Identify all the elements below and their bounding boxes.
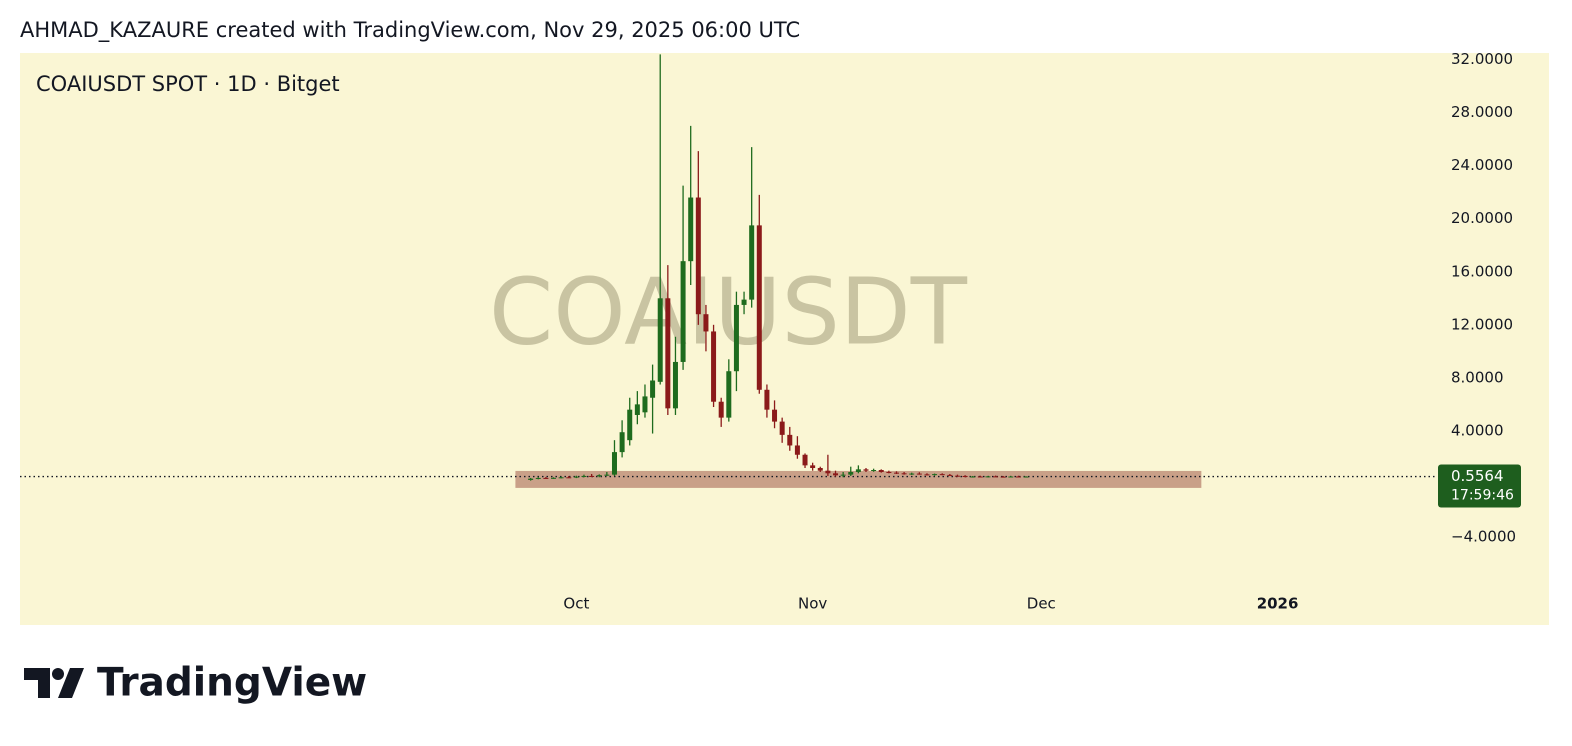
candle-body xyxy=(741,299,747,305)
candle-body xyxy=(642,396,648,413)
candle-body xyxy=(695,197,701,315)
y-tick-label: 4.0000 xyxy=(1451,421,1504,439)
candle-body xyxy=(611,452,617,475)
candle-body xyxy=(634,404,640,415)
candle-body xyxy=(581,475,587,477)
candle-body xyxy=(733,304,739,372)
candle-body xyxy=(726,371,732,418)
candle-body xyxy=(901,473,907,475)
candle-body xyxy=(924,474,930,476)
y-tick-label: 8.0000 xyxy=(1451,368,1504,386)
candle-body xyxy=(680,261,686,362)
candle-body xyxy=(886,471,892,473)
support-zone xyxy=(515,470,1202,488)
y-tick-label: 12.0000 xyxy=(1451,315,1513,333)
attribution: AHMAD_KAZAURE created with TradingView.c… xyxy=(20,18,800,43)
candle-body xyxy=(962,475,968,478)
candle-body xyxy=(848,471,854,475)
candle-body xyxy=(718,401,724,418)
candle-body xyxy=(802,454,808,466)
candle-body xyxy=(1015,476,1021,478)
candle-body xyxy=(863,469,869,471)
candle-body xyxy=(672,361,678,409)
logo-dot xyxy=(52,668,64,680)
candle-body xyxy=(627,409,633,441)
candle-body xyxy=(665,298,671,409)
candle-body xyxy=(1023,476,1029,478)
brand-logo xyxy=(24,668,84,698)
candle-body xyxy=(840,474,846,476)
candle-body xyxy=(1008,476,1014,478)
x-tick-label: Dec xyxy=(1027,595,1056,613)
candle-body xyxy=(619,432,625,453)
candle-body xyxy=(939,474,945,476)
x-tick-label: Oct xyxy=(563,595,589,613)
logo-t xyxy=(24,668,50,698)
candle-body xyxy=(909,473,915,475)
candle-body xyxy=(596,475,602,477)
candle-body xyxy=(573,476,579,478)
y-tick-label: −4.0000 xyxy=(1451,527,1516,545)
candle-body xyxy=(703,314,709,332)
candle-body xyxy=(954,475,960,477)
candle-body xyxy=(787,434,793,446)
candle-body xyxy=(855,469,861,472)
candle-body xyxy=(947,474,953,476)
candle-body xyxy=(551,477,557,479)
candle-body xyxy=(970,476,976,478)
y-tick-label: 16.0000 xyxy=(1451,262,1513,280)
candle-body xyxy=(794,445,800,455)
candle-body xyxy=(688,197,694,262)
y-tick-label: 20.0000 xyxy=(1451,209,1513,227)
candle-body xyxy=(932,474,938,476)
candle-body xyxy=(833,473,839,476)
candle-body xyxy=(878,470,884,472)
candle-body xyxy=(817,468,823,471)
candle-body xyxy=(893,472,899,474)
candle-body xyxy=(650,380,656,398)
candle-body xyxy=(764,389,770,410)
candle-body xyxy=(756,225,762,390)
watermark: COAIUSDT xyxy=(489,258,968,365)
countdown: 17:59:46 xyxy=(1451,488,1514,504)
candle-body xyxy=(604,474,610,476)
candle-body xyxy=(825,470,831,474)
chart-pane xyxy=(20,53,1549,625)
candle-body xyxy=(749,225,755,300)
candle-body xyxy=(543,477,549,479)
brand: TradingView xyxy=(97,661,367,706)
candle-body xyxy=(993,476,999,478)
candle-body xyxy=(558,477,564,479)
candle-body xyxy=(871,470,877,472)
candle-body xyxy=(528,478,534,480)
plot-area xyxy=(20,54,1436,488)
candle-body xyxy=(977,476,983,478)
chart-title: COAIUSDT SPOT · 1D · Bitget xyxy=(36,72,340,96)
candle-body xyxy=(711,331,717,402)
logo-slash xyxy=(58,668,84,698)
candle-body xyxy=(535,477,541,479)
candle-body xyxy=(810,465,816,469)
candle-body xyxy=(566,477,572,479)
x-tick-label: 2026 xyxy=(1257,595,1299,613)
y-tick-label: 32.0000 xyxy=(1451,50,1513,68)
candle-body xyxy=(1000,476,1006,478)
y-tick-label: 24.0000 xyxy=(1451,156,1513,174)
candle-body xyxy=(779,421,785,435)
candle-body xyxy=(657,298,663,382)
x-tick-label: Nov xyxy=(798,595,827,613)
last-price-label: 0.5564 xyxy=(1451,467,1504,485)
candle-body xyxy=(589,475,595,477)
y-tick-label: 28.0000 xyxy=(1451,103,1513,121)
candle-body xyxy=(772,409,778,422)
candle-body xyxy=(985,476,991,478)
candle-body xyxy=(916,473,922,475)
last-price-box xyxy=(1438,464,1521,508)
